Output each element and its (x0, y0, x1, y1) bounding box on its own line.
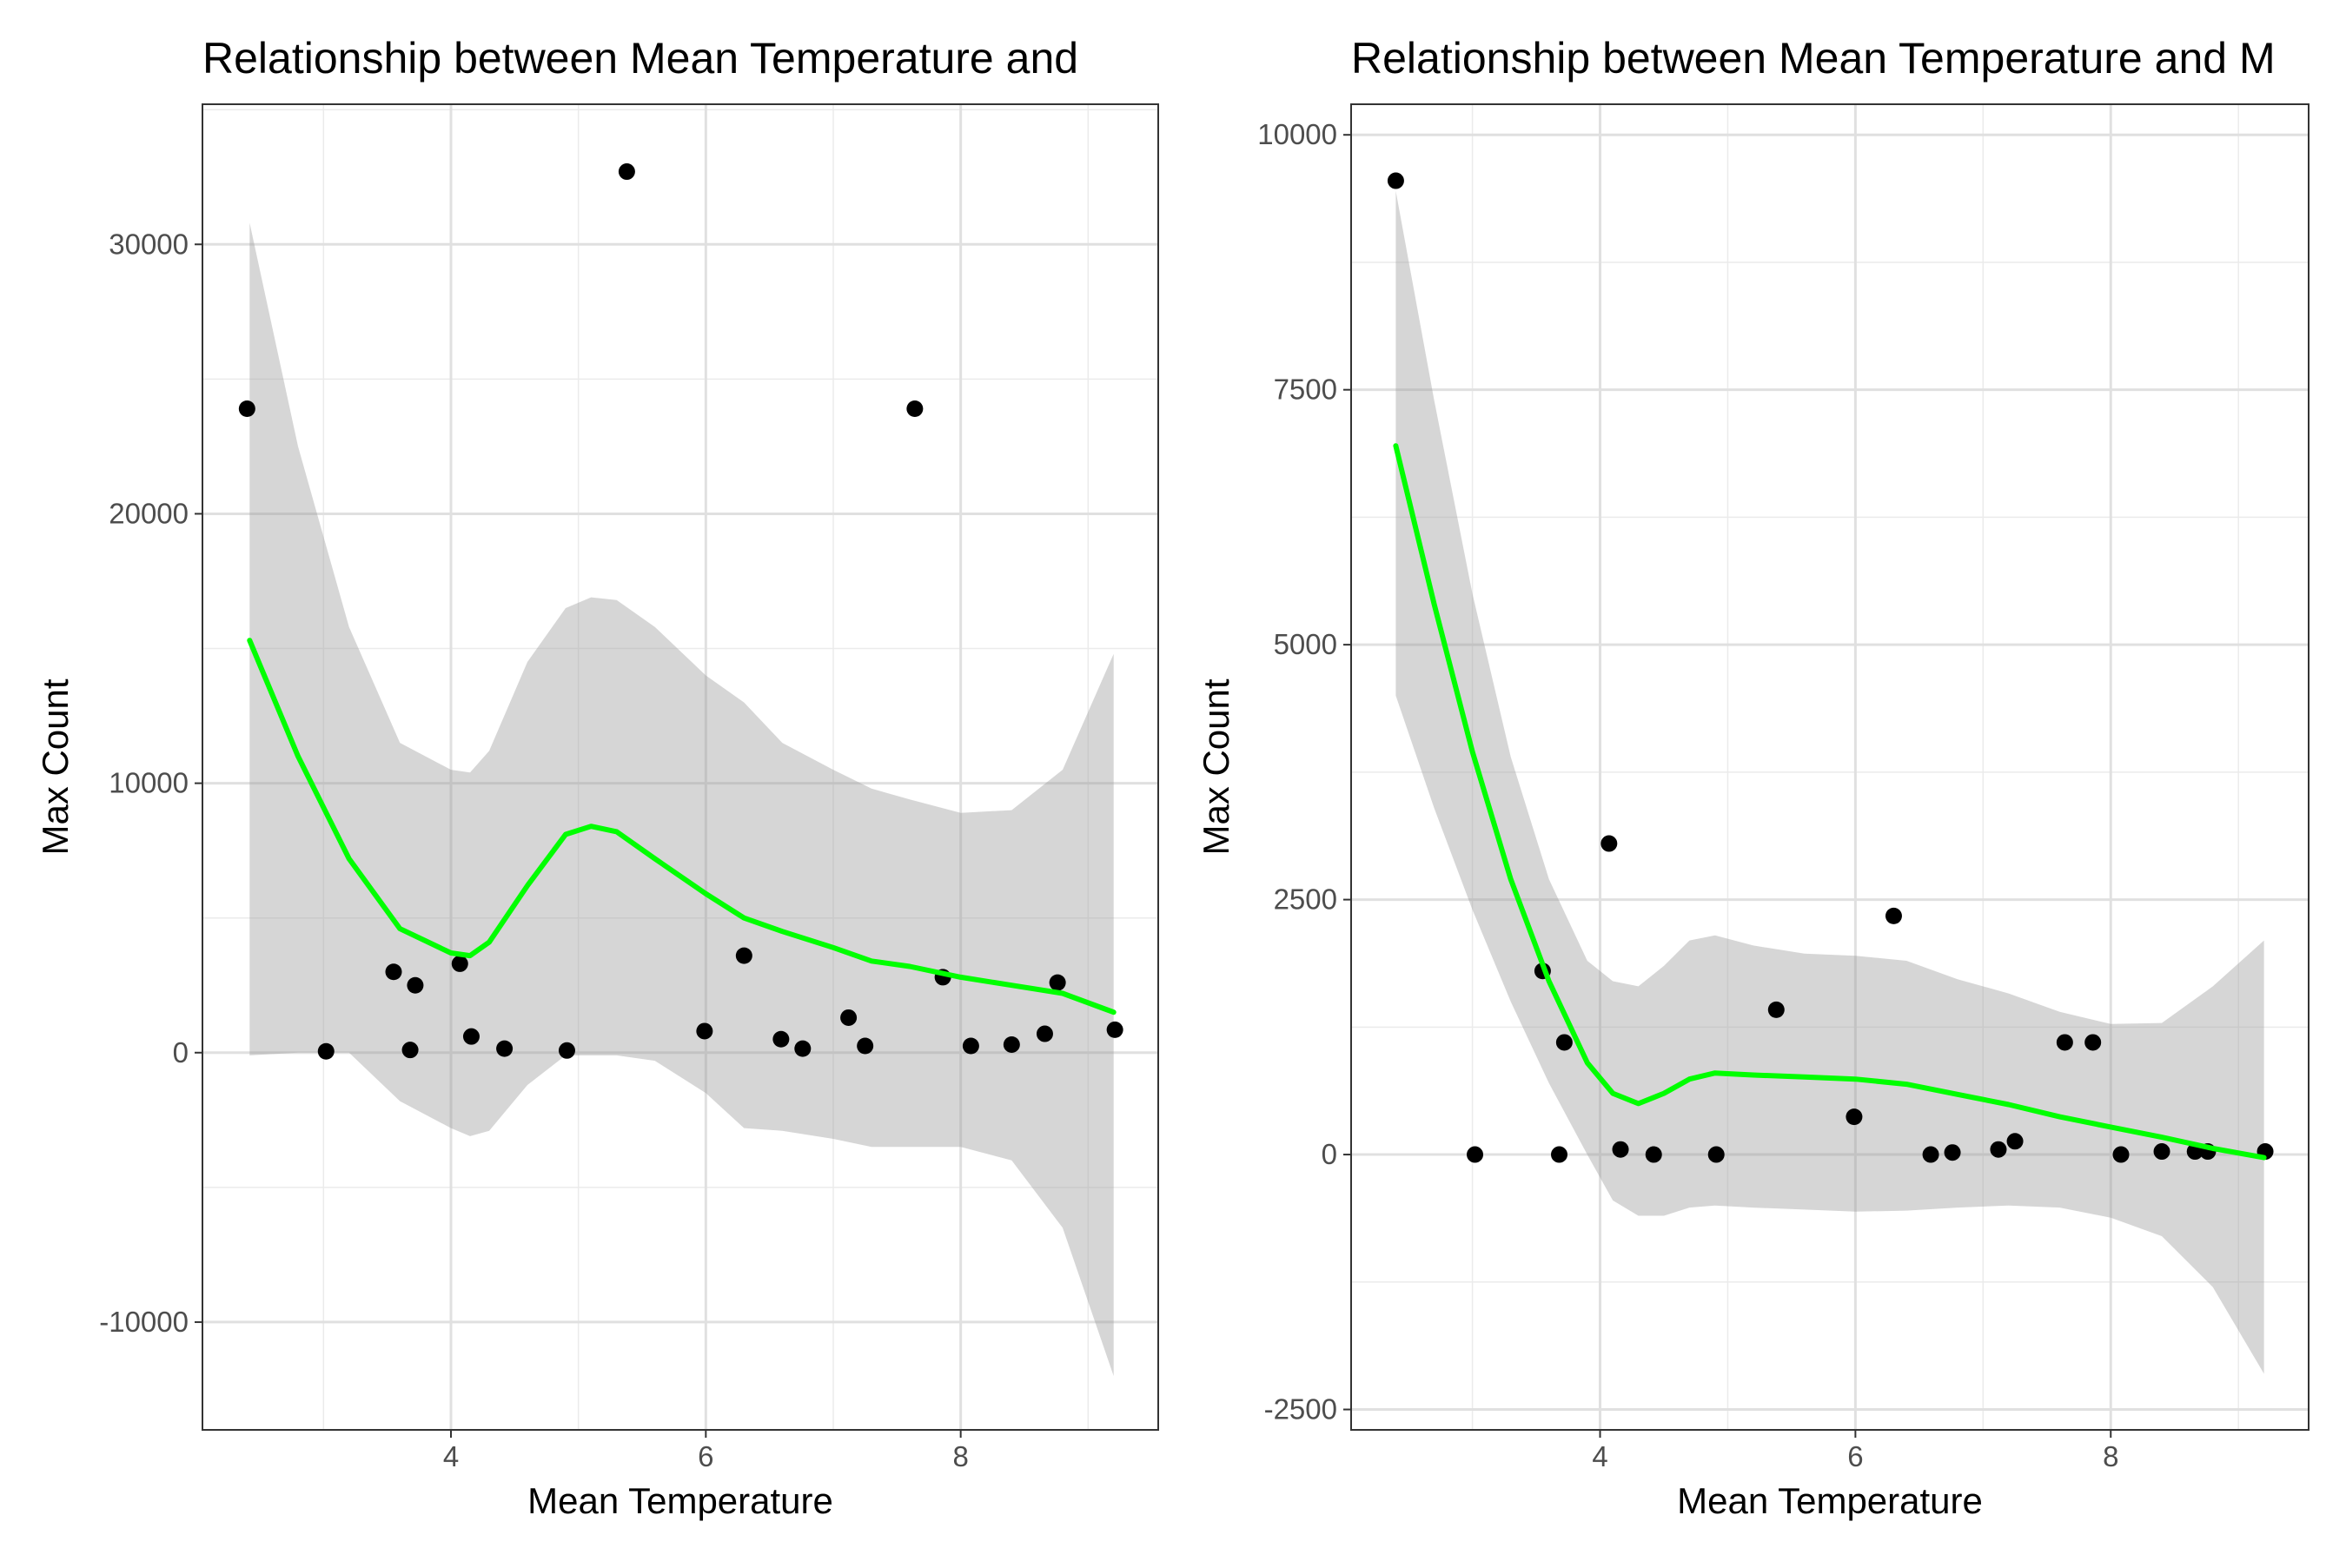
x-tick-label: 8 (952, 1440, 968, 1472)
y-tick-label: 7500 (1274, 374, 1337, 406)
y-tick-label: -2500 (1264, 1393, 1337, 1426)
data-point (451, 955, 468, 972)
x-tick-label: 6 (1847, 1440, 1863, 1472)
chart-title-right: Relationship between Mean Temperature an… (1351, 34, 2276, 83)
data-point (1846, 1108, 1863, 1126)
data-point (558, 1042, 575, 1059)
y-tick-label: 10000 (1257, 118, 1337, 150)
data-point (1922, 1146, 1939, 1163)
x-tick-label: 4 (1592, 1440, 1607, 1472)
data-point (772, 1030, 790, 1048)
data-point (2153, 1143, 2170, 1161)
data-point (1106, 1021, 1123, 1038)
data-point (1885, 907, 1902, 924)
data-point (618, 163, 635, 181)
data-point (1600, 835, 1618, 852)
scatter-points-left (238, 163, 1123, 1060)
smooth-line-left (247, 638, 1117, 1016)
y-tick-label: 10000 (109, 767, 189, 799)
smooth-line (1393, 443, 2267, 1161)
y-axis-title-right: Max Count (1196, 678, 1236, 855)
grid-minor-left (202, 104, 1158, 1430)
x-tick-label: 4 (443, 1440, 459, 1472)
y-tick-label: 5000 (1274, 628, 1337, 660)
data-point (1003, 1035, 1020, 1053)
x-axis-title-right: Mean Temperature (1677, 1480, 1983, 1521)
panel-right: Relationship between Mean Temperature an… (1196, 34, 2310, 1521)
confidence-band-right (1395, 190, 2264, 1374)
data-point (238, 400, 255, 417)
data-point (1049, 974, 1066, 991)
data-point (317, 1042, 335, 1060)
y-tick-label: 0 (1322, 1138, 1337, 1170)
x-tick-label: 6 (698, 1440, 713, 1472)
data-point (2006, 1133, 2024, 1150)
grid-minor-right (1351, 104, 2309, 1430)
confidence-band-left (249, 222, 1114, 1376)
x-tick-label: 8 (2103, 1440, 2118, 1472)
y-tick-label: 2500 (1274, 883, 1337, 916)
chart-title-left: Relationship between Mean Temperature an… (202, 34, 1078, 83)
smooth-line-right (1393, 443, 2267, 1161)
plot-background-right (1351, 104, 2309, 1430)
data-point (1612, 1141, 1629, 1158)
y-tick-label: 20000 (109, 497, 189, 529)
y-tick-label: 30000 (109, 228, 189, 260)
plot-border-left (202, 103, 1159, 1431)
data-point (735, 947, 752, 964)
plot-background-left (202, 104, 1158, 1430)
data-point (696, 1022, 713, 1040)
y-tick-label: -10000 (99, 1306, 189, 1338)
data-point (1707, 1146, 1725, 1163)
data-point (1551, 1146, 1568, 1163)
grid-major-right (1351, 104, 2309, 1430)
data-point (1555, 1034, 1573, 1051)
data-point (1645, 1146, 1662, 1163)
axis-ticks-right: 4 6 8 -2500 0 2500 5000 7500 10000 (1257, 118, 2118, 1472)
panel-left: Relationship between Mean Temperature an… (35, 34, 1159, 1521)
data-point (462, 1028, 480, 1045)
grid-major-left (202, 104, 1158, 1430)
data-point (2056, 1034, 2073, 1051)
confidence-band (249, 222, 1114, 1376)
data-point (1467, 1146, 1484, 1163)
data-point (906, 400, 924, 417)
data-point (401, 1042, 419, 1059)
x-axis-title-left: Mean Temperature (527, 1480, 833, 1521)
data-point (857, 1037, 874, 1055)
data-point (962, 1037, 979, 1055)
axis-ticks-left: 4 6 8 -10000 0 10000 20000 30000 (99, 228, 969, 1472)
y-tick-label: 0 (173, 1036, 189, 1068)
data-point (1944, 1144, 1961, 1161)
confidence-band (1395, 190, 2264, 1374)
y-axis-title-left: Max Count (35, 678, 76, 855)
data-point (496, 1040, 514, 1057)
smooth-line (247, 638, 1117, 1016)
data-point (1036, 1025, 1053, 1042)
scatter-points-right (1387, 172, 2274, 1163)
data-point (385, 963, 402, 981)
data-point (794, 1040, 812, 1057)
data-point (1387, 172, 1404, 189)
data-point (1990, 1141, 2007, 1158)
data-point (840, 1009, 858, 1026)
data-point (2112, 1146, 2130, 1163)
plot-border-right (1350, 103, 2310, 1431)
data-point (1767, 1001, 1785, 1018)
data-point (407, 976, 424, 994)
data-point (2084, 1034, 2102, 1051)
